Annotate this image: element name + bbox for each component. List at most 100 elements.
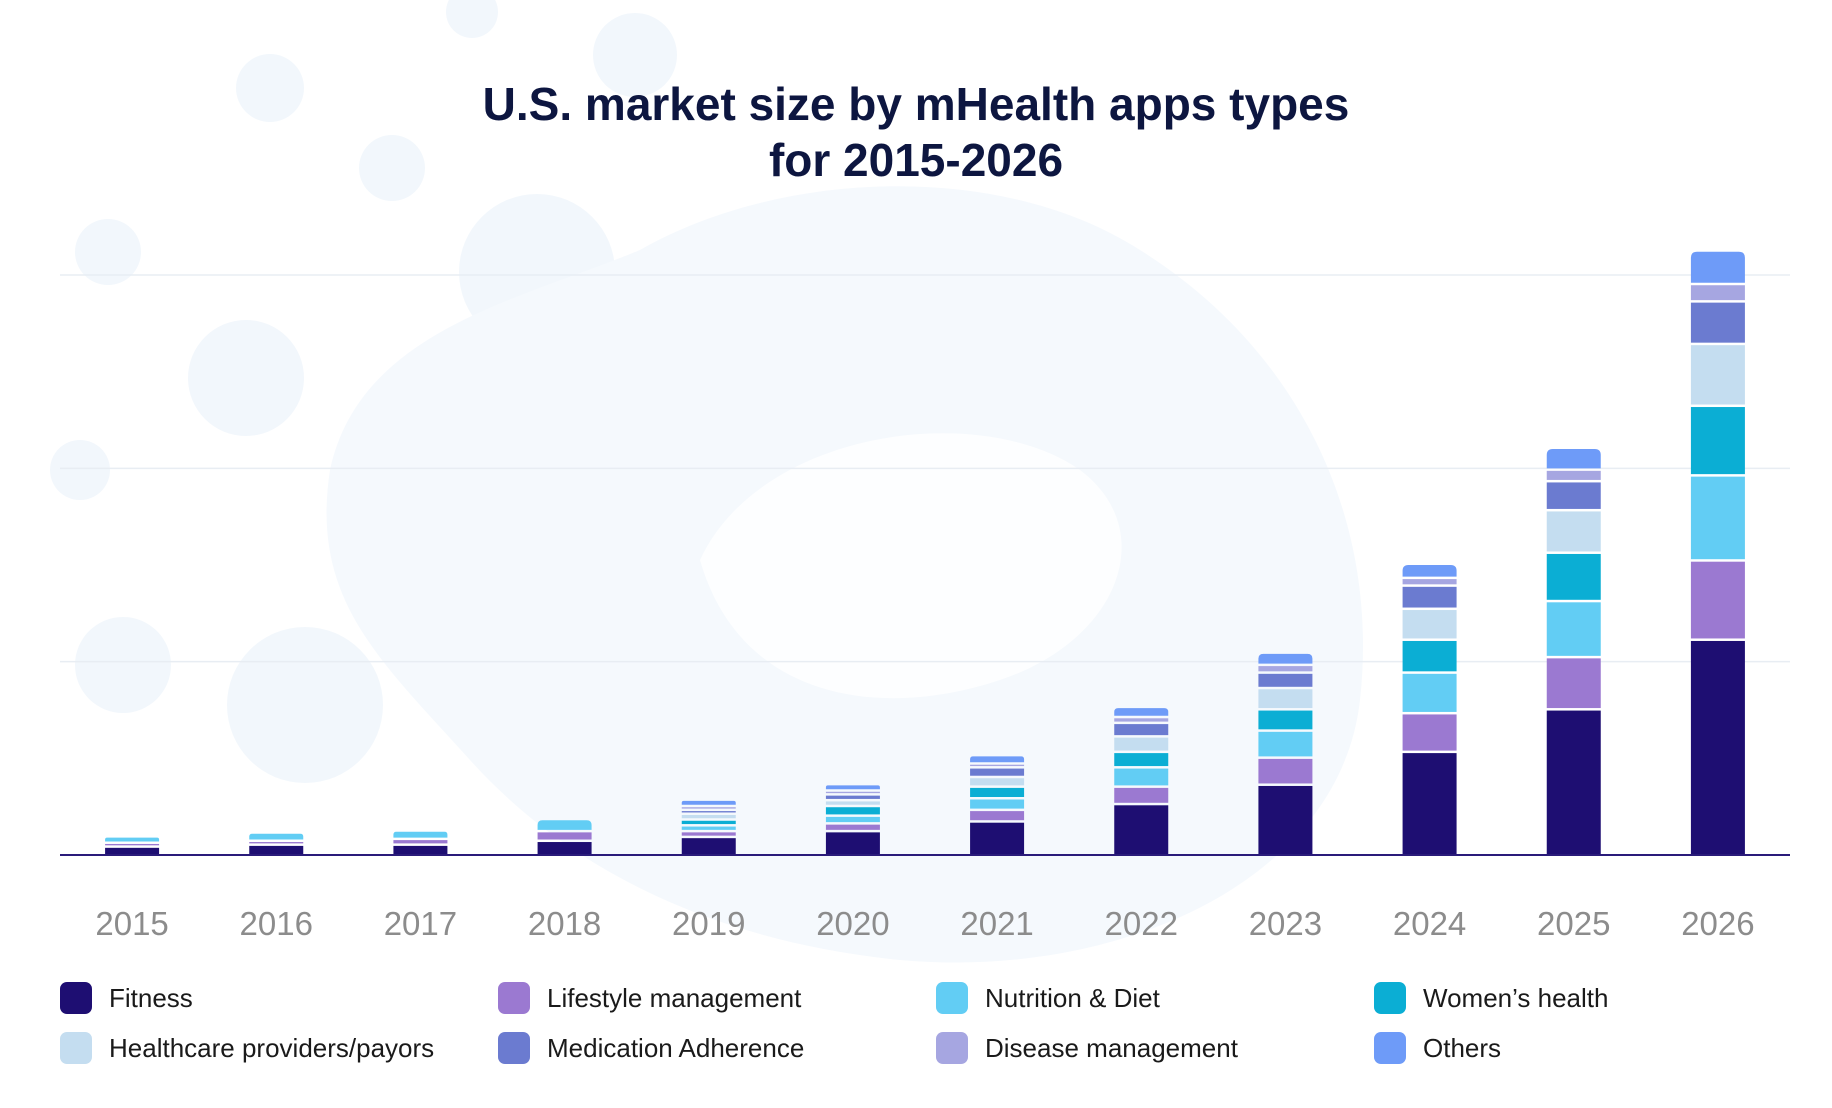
- bar-segment: [681, 814, 736, 819]
- bar-segment: [1546, 511, 1601, 552]
- bar-segment: [1690, 251, 1745, 283]
- bar-segment: [1114, 737, 1169, 751]
- legend-item: Women’s health: [1374, 982, 1608, 1014]
- bar-segment: [1258, 673, 1313, 687]
- bar-segment: [1114, 805, 1169, 855]
- legend-swatch: [1374, 1032, 1406, 1064]
- legend-swatch: [60, 1032, 92, 1064]
- bar-segment: [1546, 658, 1601, 709]
- x-tick-label: 2017: [384, 905, 457, 942]
- bar-segment: [1690, 285, 1745, 301]
- bar-segment: [1402, 640, 1457, 672]
- bar-segment: [970, 764, 1025, 767]
- bar-segment: [1258, 731, 1313, 757]
- legend-swatch: [1374, 982, 1406, 1014]
- bar-segment: [1114, 708, 1169, 716]
- x-tick-label: 2025: [1537, 905, 1610, 942]
- bar-segment: [393, 840, 448, 844]
- bar-segment: [249, 842, 304, 844]
- bar-segment: [1690, 302, 1745, 343]
- legend-swatch: [60, 982, 92, 1014]
- bar-segment: [970, 768, 1025, 776]
- legend-label: Disease management: [985, 1032, 1238, 1063]
- bar-segment: [970, 799, 1025, 809]
- bar-segment: [537, 820, 592, 830]
- bar-segment: [970, 787, 1025, 797]
- chart-title: U.S. market size by mHealth apps types: [482, 78, 1350, 130]
- legend-item: Fitness: [60, 982, 193, 1014]
- legend-swatch: [936, 982, 968, 1014]
- bar-segment: [681, 811, 736, 813]
- legend-label: Medication Adherence: [547, 1032, 805, 1063]
- legend-label: Lifestyle management: [547, 982, 802, 1013]
- bar-segment: [825, 824, 880, 830]
- bar-segment: [1402, 714, 1457, 751]
- legend-label: Nutrition & Diet: [985, 982, 1160, 1013]
- bar-segment: [1258, 653, 1313, 664]
- x-tick-label: 2026: [1681, 905, 1754, 942]
- bar-segment: [1546, 710, 1601, 855]
- legend-label: Fitness: [109, 982, 193, 1013]
- bar-segment: [681, 807, 736, 809]
- bar-segment: [1114, 718, 1169, 722]
- chart-title-block: U.S. market size by mHealth apps types f…: [0, 76, 1832, 188]
- bar-segment: [1690, 640, 1745, 855]
- bar-segment: [681, 826, 736, 830]
- bar-segment: [825, 801, 880, 805]
- bar-segment: [681, 800, 736, 805]
- bar-segment: [1546, 449, 1601, 469]
- bar-segment: [825, 807, 880, 815]
- bar-segment: [1114, 768, 1169, 786]
- bar-segment: [105, 843, 160, 846]
- bar-segment: [1546, 482, 1601, 509]
- x-tick-label: 2020: [816, 905, 889, 942]
- legend-item: Others: [1374, 1032, 1501, 1064]
- bar-segment: [1690, 476, 1745, 560]
- chart-subtitle: for 2015-2026: [768, 134, 1064, 186]
- bar-segment: [105, 837, 160, 842]
- x-tick-label: 2023: [1249, 905, 1322, 942]
- legend-swatch: [498, 982, 530, 1014]
- legend-label: Women’s health: [1423, 982, 1609, 1013]
- bar-segment: [1114, 787, 1169, 803]
- legend-item: Disease management: [936, 1032, 1238, 1064]
- bar-segment: [1258, 666, 1313, 672]
- legend-item: Medication Adherence: [498, 1032, 804, 1064]
- bar-segment: [1402, 753, 1457, 855]
- x-tick-label: 2019: [672, 905, 745, 942]
- bar-segment: [1258, 758, 1313, 784]
- bar-segment: [970, 811, 1025, 821]
- bar-segment: [249, 845, 304, 855]
- bar-segment: [1546, 470, 1601, 480]
- bar-segment: [1546, 602, 1601, 656]
- bar-segment: [1690, 345, 1745, 405]
- bar-segment: [825, 785, 880, 790]
- bar-segment: [970, 756, 1025, 763]
- bar-segment: [1402, 610, 1457, 639]
- bar-segment: [1690, 407, 1745, 475]
- bar-segment: [1258, 785, 1313, 855]
- bar-segment: [1402, 673, 1457, 712]
- bar-segment: [249, 833, 304, 840]
- bar-segment: [1114, 724, 1169, 736]
- legend-item: Lifestyle management: [498, 982, 801, 1014]
- bar-segment: [1402, 586, 1457, 608]
- bar-segment: [393, 845, 448, 855]
- bar-segment: [825, 795, 880, 799]
- bar-segment: [1546, 553, 1601, 600]
- legend-swatch: [498, 1032, 530, 1064]
- bar-segment: [1402, 565, 1457, 577]
- bar-segment: [825, 832, 880, 855]
- bar-segment: [1258, 689, 1313, 709]
- bar-segment: [825, 816, 880, 823]
- bar-segment: [1402, 579, 1457, 585]
- legend-label: Others: [1423, 1032, 1502, 1063]
- x-tick-label: 2018: [528, 905, 601, 942]
- legend-swatch: [936, 1032, 968, 1064]
- x-tick-label: 2024: [1393, 905, 1466, 942]
- bar-segment: [681, 832, 736, 836]
- legend-item: Nutrition & Diet: [936, 982, 1160, 1014]
- bar-segment: [537, 832, 592, 840]
- bar-segment: [393, 831, 448, 838]
- x-tick-label: 2022: [1105, 905, 1178, 942]
